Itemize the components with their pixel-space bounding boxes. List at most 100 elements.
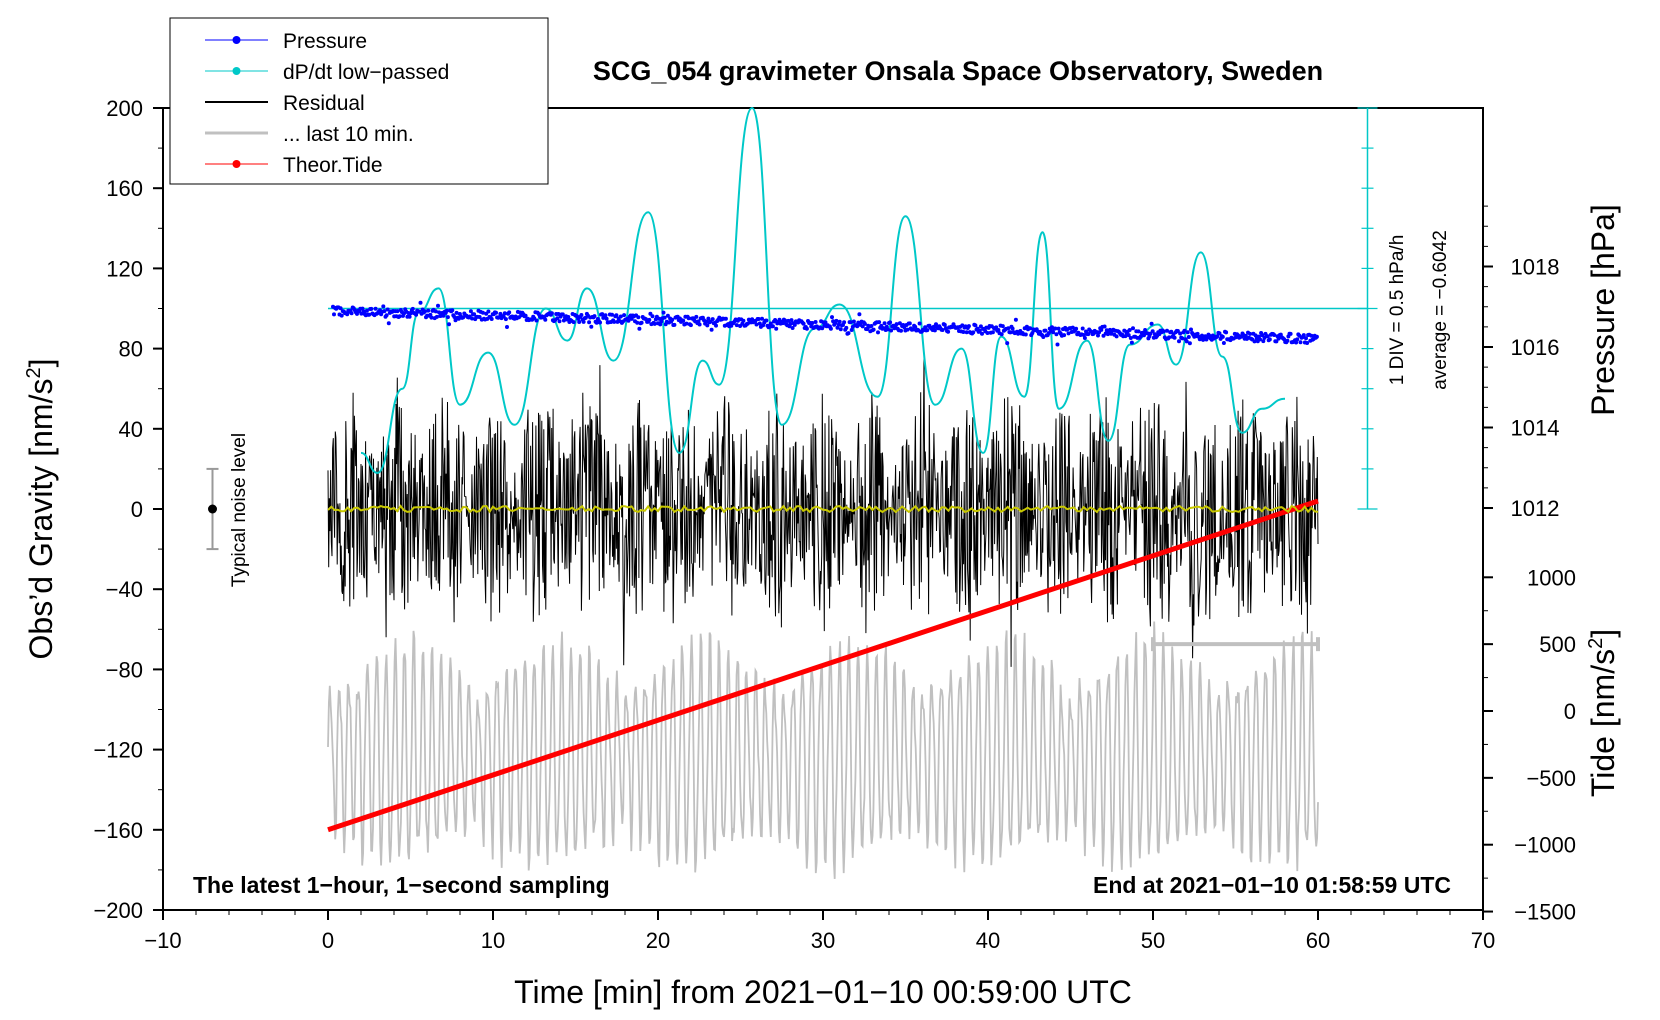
x-tick-label: 40 <box>976 928 1000 953</box>
pressure-point <box>681 318 686 323</box>
pressure-point <box>710 317 715 322</box>
pressure-point <box>801 321 806 326</box>
pressure-point <box>786 318 791 323</box>
dpdt-series <box>360 106 1286 474</box>
pressure-point <box>1102 324 1107 329</box>
pressure-point <box>622 313 627 318</box>
pressure-point <box>1301 333 1306 338</box>
pressure-point <box>636 315 641 320</box>
pressure-point <box>1030 331 1035 336</box>
pressure-point <box>913 324 918 329</box>
pressure-point <box>837 319 842 324</box>
pressure-point <box>842 320 847 325</box>
pressure-point <box>894 322 899 327</box>
x-tick-label: 60 <box>1306 928 1330 953</box>
pressure-point <box>1127 328 1132 332</box>
pressure-point <box>561 318 566 323</box>
pressure-point <box>977 328 982 333</box>
pressure-point <box>650 314 655 319</box>
y-axis-label-sup: 2 <box>23 367 45 378</box>
pressure-point <box>557 319 562 324</box>
pressure-point <box>804 326 809 331</box>
pressure-point <box>1260 333 1265 338</box>
pressure-point <box>1161 329 1166 334</box>
pressure-point <box>694 314 699 319</box>
annotation-sampling: The latest 1−hour, 1−second sampling <box>193 872 610 898</box>
pressure-point <box>780 321 785 326</box>
pressure-point <box>1305 341 1310 345</box>
pressure-point <box>523 313 528 318</box>
pressure-point <box>665 313 670 318</box>
pressure-point <box>877 320 882 325</box>
pressure-point <box>838 327 843 332</box>
pressure-point <box>1070 325 1075 330</box>
legend-label: Residual <box>283 92 365 115</box>
x-tick-label: 10 <box>481 928 505 953</box>
pressure-point <box>369 306 374 311</box>
tide-axis-label-close: ] <box>1585 629 1621 638</box>
pressure-point <box>789 318 794 323</box>
pressure-point <box>849 328 854 332</box>
pressure-tick-label: 1014 <box>1511 416 1560 441</box>
pressure-point <box>973 323 978 328</box>
x-tick-label: 20 <box>646 928 670 953</box>
pressure-point <box>754 322 759 327</box>
y-tick-label: −40 <box>106 577 143 602</box>
pressure-series <box>331 300 1319 347</box>
y-tick-label: 120 <box>106 256 143 281</box>
pressure-point <box>907 321 912 326</box>
pressure-point <box>946 329 951 334</box>
pressure-point <box>1267 337 1272 342</box>
pressure-point <box>589 324 594 329</box>
pressure-point <box>1126 333 1131 338</box>
pressure-point <box>470 316 474 321</box>
pressure-axis-label: Pressure [hPa] <box>1585 204 1621 416</box>
y-tick-label: −80 <box>106 657 143 682</box>
pressure-point <box>1178 331 1183 336</box>
pressure-point <box>571 320 576 325</box>
pressure-tick-label: 1018 <box>1511 255 1560 280</box>
pressure-point <box>1167 335 1172 340</box>
pressure-point <box>964 330 969 335</box>
pressure-point <box>1187 341 1192 346</box>
pressure-point <box>662 315 667 320</box>
pressure-point <box>577 320 582 324</box>
residual-line <box>327 355 1319 667</box>
pressure-point <box>1138 334 1143 339</box>
theor-tide-line <box>327 498 1319 833</box>
pressure-point <box>980 331 984 336</box>
pressure-point <box>486 309 491 314</box>
pressure-point <box>889 328 894 333</box>
pressure-point <box>1217 331 1222 336</box>
y-tick-label: 80 <box>119 337 143 362</box>
tide-axis-label-sup: 2 <box>1585 638 1607 649</box>
x-axis-label: Time [min] from 2021−01−10 00:59:00 UTC <box>514 974 1132 1010</box>
pressure-point <box>489 317 494 321</box>
pressure-point <box>1150 329 1155 334</box>
annotation-end-time: End at 2021−01−10 01:58:59 UTC <box>1093 872 1451 898</box>
pressure-point <box>612 319 617 324</box>
x-tick-label: −10 <box>144 928 181 953</box>
pressure-point <box>560 312 565 317</box>
pressure-point <box>447 322 451 327</box>
pressure-point <box>503 317 508 322</box>
pressure-point <box>639 320 644 325</box>
pressure-point <box>1185 330 1190 335</box>
pressure-point <box>1055 342 1060 347</box>
y-tick-label: −200 <box>93 898 143 923</box>
legend-entries: Pressure dP/dt low−passed Residual ... last… <box>205 30 449 177</box>
pressure-point <box>1314 334 1319 339</box>
pressure-point <box>942 322 947 327</box>
pressure-point <box>932 328 937 333</box>
div-scale-label: 1 DIV = 0.5 hPa/h <box>1387 235 1408 386</box>
pressure-point <box>764 318 769 323</box>
theor-tide-series <box>327 498 1319 833</box>
pressure-point <box>587 320 592 325</box>
legend: Pressure dP/dt low−passed Residual ... last… <box>169 17 549 185</box>
pressure-point <box>670 317 675 322</box>
tide-tick-label: −1000 <box>1514 833 1576 858</box>
pressure-point <box>1274 339 1279 344</box>
pressure-point <box>426 308 431 313</box>
tide-tick-label: −1500 <box>1514 900 1576 925</box>
